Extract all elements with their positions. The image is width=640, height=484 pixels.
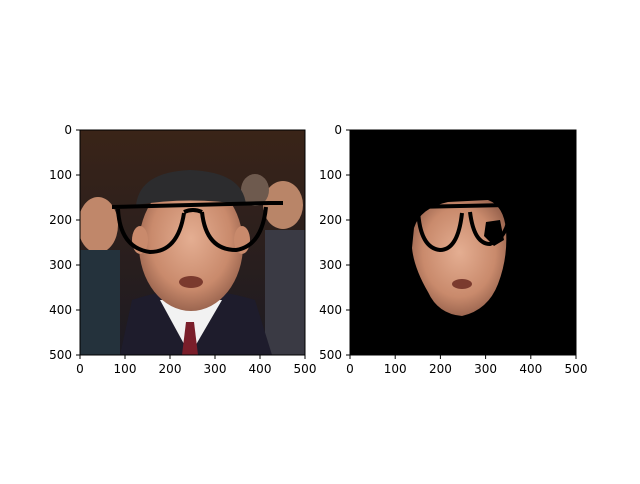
x-tick-label: 400 [519,362,542,376]
x-tick-label: 0 [76,362,84,376]
x-tick-label: 100 [384,362,407,376]
y-tick-label: 0 [64,123,72,137]
x-tick-label: 200 [159,362,182,376]
y-tick-label: 200 [319,213,342,227]
y-tick-label: 400 [49,303,72,317]
y-tick-label: 500 [319,348,342,362]
x-tick-label: 100 [114,362,137,376]
y-tick-label: 500 [49,348,72,362]
x-tick-label: 0 [346,362,354,376]
left-image-panel: 0 100 200 300 400 500 0 100 200 300 400 500 [49,123,316,376]
x-tick-label: 400 [249,362,272,376]
glasses-overlay-right [411,203,512,253]
y-tick-label: 200 [49,213,72,227]
x-tick-label: 300 [204,362,227,376]
x-tick-label: 300 [474,362,497,376]
x-tick-label: 200 [429,362,452,376]
y-tick-label: 0 [334,123,342,137]
x-tick-label: 500 [294,362,317,376]
y-tick-label: 300 [319,258,342,272]
y-tick-label: 300 [49,258,72,272]
right-image-panel: 0 100 200 300 400 500 0 100 200 300 400 500 [319,123,587,376]
glasses-overlay-left [111,201,283,255]
y-tick-label: 100 [319,168,342,182]
left-photo [80,130,305,355]
y-tick-label: 400 [319,303,342,317]
y-tick-label: 100 [49,168,72,182]
x-tick-label: 500 [565,362,588,376]
right-photo [350,130,576,355]
